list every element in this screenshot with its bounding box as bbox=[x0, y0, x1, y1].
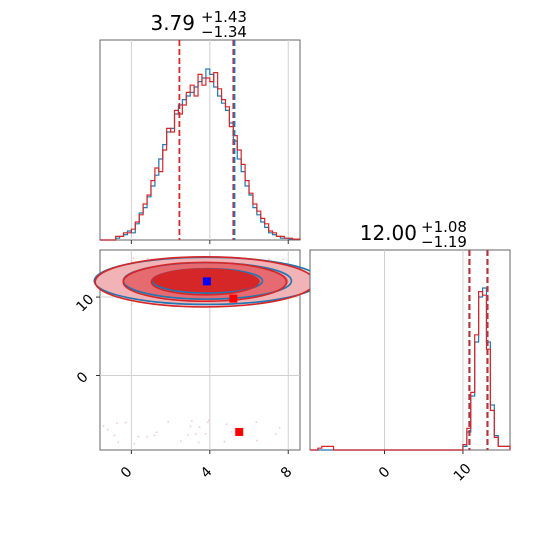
scatter-point bbox=[230, 431, 233, 433]
panel3-quantile-lines bbox=[468, 250, 489, 450]
panel2-markers bbox=[202, 277, 244, 436]
panel3-grid bbox=[384, 250, 464, 454]
panel2-x-ticks: 0 4 8 bbox=[118, 464, 296, 482]
scatter-point bbox=[132, 257, 135, 260]
scatter-point bbox=[117, 441, 120, 444]
marg2-x-tick-0: 0 bbox=[376, 464, 394, 482]
scatter-point bbox=[137, 435, 140, 438]
scatter-point bbox=[106, 428, 109, 431]
marker-1 bbox=[229, 294, 238, 303]
x-tick-4: 4 bbox=[198, 464, 216, 482]
scatter-point bbox=[274, 433, 277, 435]
scatter-point bbox=[131, 303, 133, 305]
scatter-point bbox=[198, 426, 201, 429]
panel3-title-sub: −1.19 bbox=[421, 233, 467, 251]
panel3-title-main: 12.00 bbox=[360, 221, 417, 245]
contour-line-red-2 bbox=[150, 268, 260, 296]
scatter-point bbox=[255, 421, 258, 424]
scatter-point bbox=[167, 420, 170, 423]
scatter-point bbox=[194, 433, 197, 435]
panel3-frame bbox=[309, 249, 511, 451]
scatter-point bbox=[204, 432, 207, 435]
panel3-x-ticks: 0 10 bbox=[376, 461, 475, 485]
scatter-point bbox=[187, 433, 190, 436]
scatter-point bbox=[113, 434, 116, 437]
hist1-series-1 bbox=[100, 72, 301, 241]
scatter-point bbox=[190, 420, 193, 422]
scatter-point bbox=[256, 439, 258, 442]
marg2-x-tick-10: 10 bbox=[451, 461, 475, 485]
scatter-point bbox=[282, 258, 285, 261]
scatter-point bbox=[124, 421, 127, 424]
scatter-point bbox=[146, 257, 149, 260]
scatter-point bbox=[223, 440, 226, 443]
panel1-title: 3.79 +1.43 −1.34 bbox=[150, 8, 247, 41]
scatter-point bbox=[153, 434, 156, 437]
y-tick-10: 10 bbox=[73, 291, 97, 315]
contour-line-red-1 bbox=[122, 261, 288, 303]
x-tick-0: 0 bbox=[118, 464, 136, 482]
panel1-histograms bbox=[100, 68, 301, 241]
scatter-point bbox=[130, 260, 133, 263]
scatter-point bbox=[155, 431, 158, 434]
panel1-title-main: 3.79 bbox=[150, 11, 195, 35]
scatter-point bbox=[146, 435, 149, 438]
panel1-quantile-lines bbox=[178, 40, 236, 240]
scatter-point bbox=[225, 423, 228, 426]
panel1-title-sub: −1.34 bbox=[201, 23, 247, 41]
panel3-title: 12.00 +1.08 −1.19 bbox=[360, 218, 467, 251]
scatter-point bbox=[116, 422, 118, 424]
scatter-point bbox=[180, 440, 182, 443]
scatter-point bbox=[197, 441, 200, 444]
panel3-title-sup: +1.08 bbox=[421, 218, 467, 236]
y-tick-0: 0 bbox=[74, 369, 92, 387]
marker-2 bbox=[235, 427, 244, 436]
panel1-frame bbox=[99, 39, 301, 241]
scatter-point bbox=[278, 426, 281, 429]
scatter-point bbox=[102, 425, 105, 427]
panel-marginal-param1: 3.79 +1.43 −1.34 bbox=[99, 8, 301, 244]
scatter-point bbox=[207, 419, 210, 422]
scatter-point bbox=[189, 425, 192, 428]
panel3-histograms bbox=[310, 287, 511, 451]
panel1-title-sup: +1.43 bbox=[201, 8, 247, 26]
scatter-point bbox=[268, 258, 271, 261]
panel2-y-ticks: 10 0 bbox=[73, 291, 97, 386]
hist2-series-1 bbox=[310, 291, 511, 451]
panel-joint: 10 0 0 4 8 bbox=[73, 249, 322, 482]
x-tick-8: 8 bbox=[278, 464, 296, 482]
scatter-point bbox=[206, 421, 209, 424]
marker-0 bbox=[202, 277, 211, 286]
panel-marginal-param2: 12.00 +1.08 −1.19 0 10 bbox=[309, 218, 511, 485]
scatter-point bbox=[133, 442, 136, 445]
